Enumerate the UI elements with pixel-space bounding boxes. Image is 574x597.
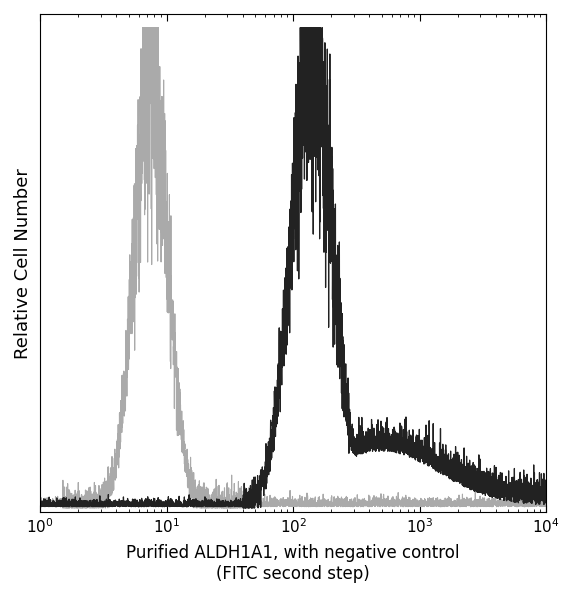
X-axis label: Purified ALDH1A1, with negative control
(FITC second step): Purified ALDH1A1, with negative control … [126,544,460,583]
Y-axis label: Relative Cell Number: Relative Cell Number [14,168,32,359]
